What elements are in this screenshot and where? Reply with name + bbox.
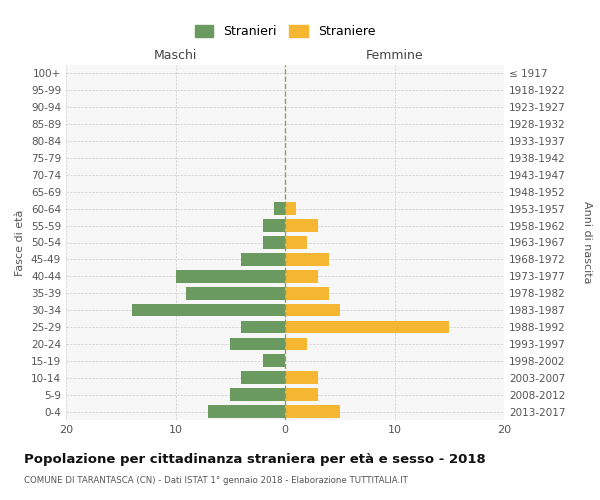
Y-axis label: Anni di nascita: Anni di nascita bbox=[582, 201, 592, 284]
Bar bbox=[263, 354, 285, 367]
Y-axis label: Fasce di età: Fasce di età bbox=[16, 210, 25, 276]
Bar bbox=[241, 320, 285, 334]
Text: Femmine: Femmine bbox=[365, 48, 424, 62]
Bar bbox=[285, 270, 318, 282]
Bar bbox=[241, 372, 285, 384]
Bar bbox=[285, 236, 307, 249]
Bar bbox=[241, 253, 285, 266]
Bar bbox=[274, 202, 285, 215]
Bar bbox=[285, 372, 318, 384]
Bar bbox=[285, 220, 318, 232]
Text: COMUNE DI TARANTASCA (CN) - Dati ISTAT 1° gennaio 2018 - Elaborazione TUTTITALIA: COMUNE DI TARANTASCA (CN) - Dati ISTAT 1… bbox=[24, 476, 408, 485]
Bar bbox=[285, 253, 329, 266]
Bar bbox=[285, 304, 340, 316]
Text: Maschi: Maschi bbox=[154, 48, 197, 62]
Bar bbox=[176, 270, 285, 282]
Bar bbox=[230, 388, 285, 401]
Bar bbox=[132, 304, 285, 316]
Bar bbox=[285, 338, 307, 350]
Bar bbox=[285, 202, 296, 215]
Bar bbox=[263, 236, 285, 249]
Legend: Stranieri, Straniere: Stranieri, Straniere bbox=[191, 22, 379, 42]
Bar bbox=[285, 320, 449, 334]
Bar bbox=[285, 388, 318, 401]
Bar bbox=[208, 405, 285, 418]
Bar bbox=[285, 287, 329, 300]
Bar bbox=[187, 287, 285, 300]
Bar bbox=[285, 405, 340, 418]
Text: Popolazione per cittadinanza straniera per età e sesso - 2018: Popolazione per cittadinanza straniera p… bbox=[24, 452, 486, 466]
Bar bbox=[263, 220, 285, 232]
Bar bbox=[230, 338, 285, 350]
